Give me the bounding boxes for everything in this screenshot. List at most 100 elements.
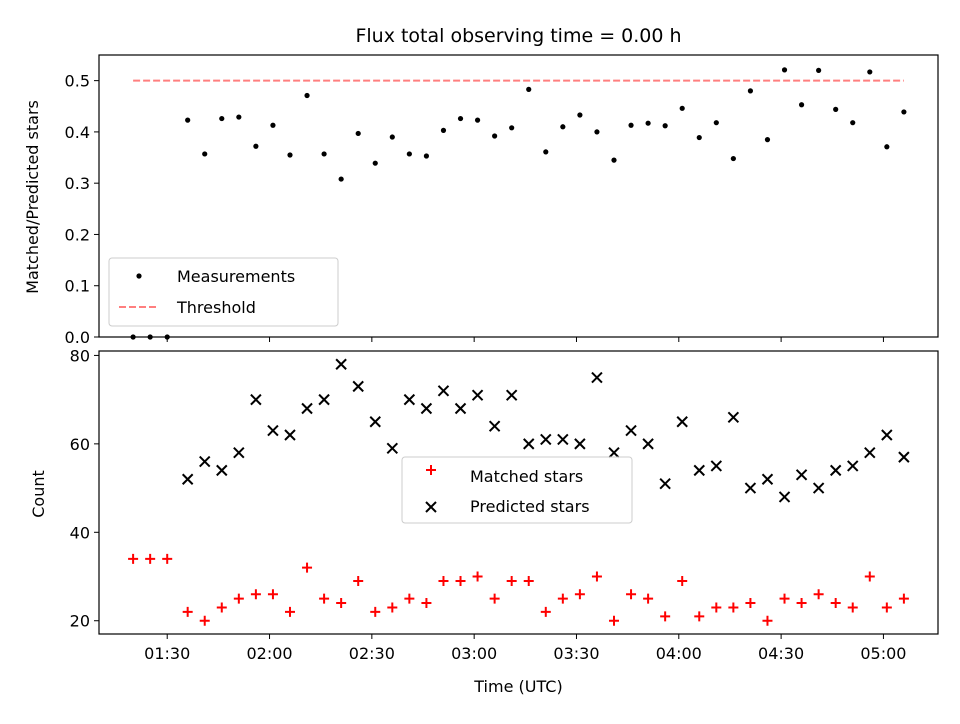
predicted-stars-point [318,393,330,406]
measurements-point [901,109,907,115]
top-y-axis-label: Matched/Predicted stars [23,100,42,294]
predicted-stars-point [488,420,501,432]
matched-stars-point [608,615,619,626]
predicted-stars-point [216,464,228,477]
legend-predicted-label: Predicted stars [470,497,590,516]
x-tick-label: 04:00 [656,644,702,663]
predicted-stars-point [795,469,808,481]
matched-stars-point [284,606,295,617]
measurements-point [338,176,344,182]
predicted-stars-point [403,393,416,406]
legend-predicted-marker [425,501,437,513]
measurements-point [850,120,856,126]
predicted-stars-point [420,402,433,415]
matched-stars-point [745,598,756,609]
predicted-stars-point [778,491,791,503]
measurements-point [594,129,600,135]
matched-stars-point [540,606,551,617]
measurements-point [798,102,805,108]
predicted-stars-point [471,389,484,401]
matched-stars-point [162,553,173,564]
measurements-point [730,155,736,162]
predicted-stars-point [301,402,313,415]
predicted-stars-point [233,446,245,459]
matched-stars-point [489,593,500,604]
measurements-point [236,114,242,120]
predicted-stars-point [181,473,194,485]
top-y-tick-label: 0.2 [65,225,90,244]
bottom-y-tick-label: 60 [70,435,90,454]
x-tick-label: 02:00 [246,644,292,663]
matched-stars-point [216,602,227,613]
x-tick-label: 01:30 [144,644,190,663]
bottom-legend-box [401,456,633,524]
predicted-stars-point [352,380,364,393]
matched-stars-point [813,589,824,600]
measurements-point [747,88,754,94]
matched-stars-point [267,589,278,600]
top-plot: 0.0 0.1 0.2 0.3 0.4 0.5 [65,54,939,347]
measurements-point [202,151,208,157]
predicted-stars-point [812,482,825,494]
matched-stars-point [830,598,841,609]
matched-stars-point [421,598,432,609]
matched-stars-point [711,602,722,613]
matched-stars-point [643,593,654,604]
measurements-point [492,133,498,139]
x-tick-label: 04:30 [758,644,804,663]
predicted-stars-point [505,389,518,401]
predicted-stars-point [608,446,620,459]
predicted-stars-point [523,438,535,450]
measurements-point [611,157,617,163]
predicted-stars-point [659,477,671,490]
x-tick-label: 03:00 [451,644,497,663]
matched-stars-point [353,575,364,586]
measurements-point [287,152,293,158]
matched-stars-point [677,575,688,586]
measurements-point [833,106,839,112]
matched-stars-point [302,562,313,573]
top-y-tick-label: 0.5 [65,72,90,91]
matched-stars-point [898,593,909,604]
legend-matched-label: Matched stars [470,467,583,486]
top-y-tick-label: 0.1 [65,277,90,296]
bottom-legend: Matched stars Predicted stars [401,456,633,524]
matched-stars-point [694,611,705,622]
matched-stars-point [438,575,449,586]
predicted-stars-point [625,424,637,437]
measurements-point [526,86,532,92]
matched-stars-point [455,575,466,586]
predicted-stars-point [642,438,654,450]
x-tick-label: 03:30 [553,644,599,663]
legend-measurements-marker [136,273,142,279]
measurements-point [764,137,771,143]
measurements-point [509,125,515,131]
matched-stars-point [145,553,156,564]
measurements-point [389,134,395,140]
predicted-stars-point [250,393,262,406]
predicted-stars-point [540,433,552,446]
measurements-point [406,151,412,157]
measurements-point [355,130,361,137]
matched-stars-point [557,593,568,604]
top-y-tick-label: 0.3 [65,174,90,193]
measurements-point [253,143,259,149]
top-y-tick-label: 0.0 [65,328,90,347]
measurements-point [423,153,430,159]
matched-stars-point [762,615,773,626]
predicted-stars-point [267,424,279,437]
predicted-stars-point [591,371,603,384]
matched-stars-point [319,593,330,604]
matched-stars-point [574,589,585,600]
matched-stars-point [591,571,602,582]
top-y-tick-label: 0.4 [65,123,90,142]
predicted-stars-point [454,402,467,415]
predicted-stars-point [847,460,859,472]
measurements-point [185,117,191,123]
chart-title: Flux total observing time = 0.00 h [355,25,681,47]
predicted-stars-point [574,438,586,450]
top-legend: Measurements Threshold [108,257,339,327]
measurements-point [867,69,873,75]
